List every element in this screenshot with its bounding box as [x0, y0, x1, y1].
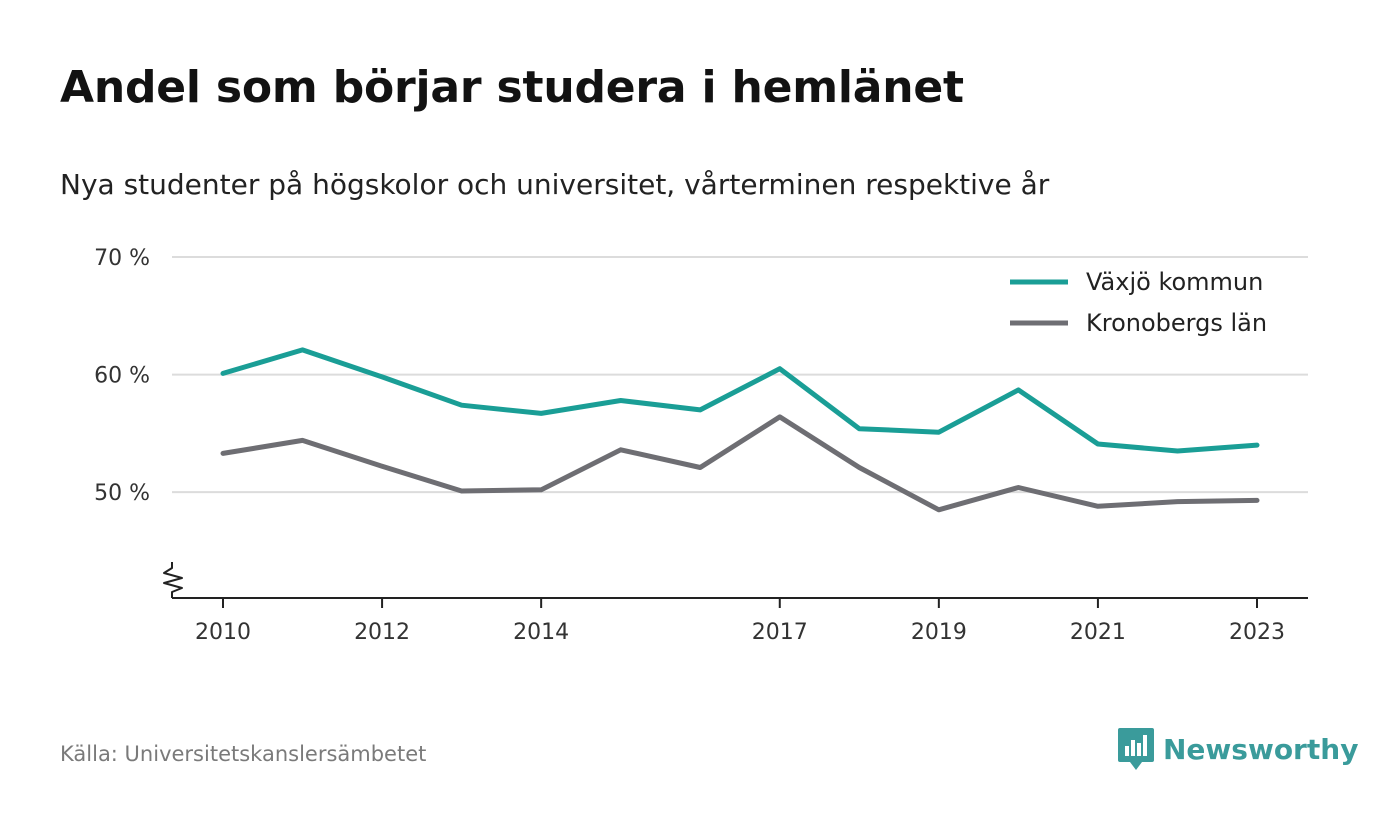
x-tick-label: 2019 — [911, 620, 967, 645]
legend-label: Växjö kommun — [1086, 268, 1263, 296]
brand-name: Newsworthy — [1163, 732, 1359, 766]
x-tick-label: 2023 — [1229, 620, 1285, 645]
series-line — [220, 414, 1260, 513]
x-tick-label: 2021 — [1070, 620, 1126, 645]
series-line — [220, 347, 1260, 454]
axis-break-icon — [163, 562, 183, 598]
x-tick-label: 2017 — [752, 620, 808, 645]
y-tick-label: 60 % — [94, 364, 150, 389]
y-tick-label: 50 % — [94, 481, 150, 506]
y-tick-label: 70 % — [94, 246, 150, 271]
brand-logo: Newsworthy — [1117, 727, 1358, 771]
x-tick-label: 2014 — [513, 620, 569, 645]
source-note: Källa: Universitetskanslersämbetet — [60, 742, 427, 766]
chart-subtitle: Nya studenter på högskolor och universit… — [60, 168, 1050, 201]
x-tick-label: 2012 — [354, 620, 410, 645]
chart-title: Andel som börjar studera i hemlänet — [60, 62, 964, 113]
x-tick-label: 2010 — [195, 620, 251, 645]
newsworthy-logo-icon — [1118, 728, 1154, 770]
legend-label: Kronobergs län — [1086, 309, 1267, 337]
